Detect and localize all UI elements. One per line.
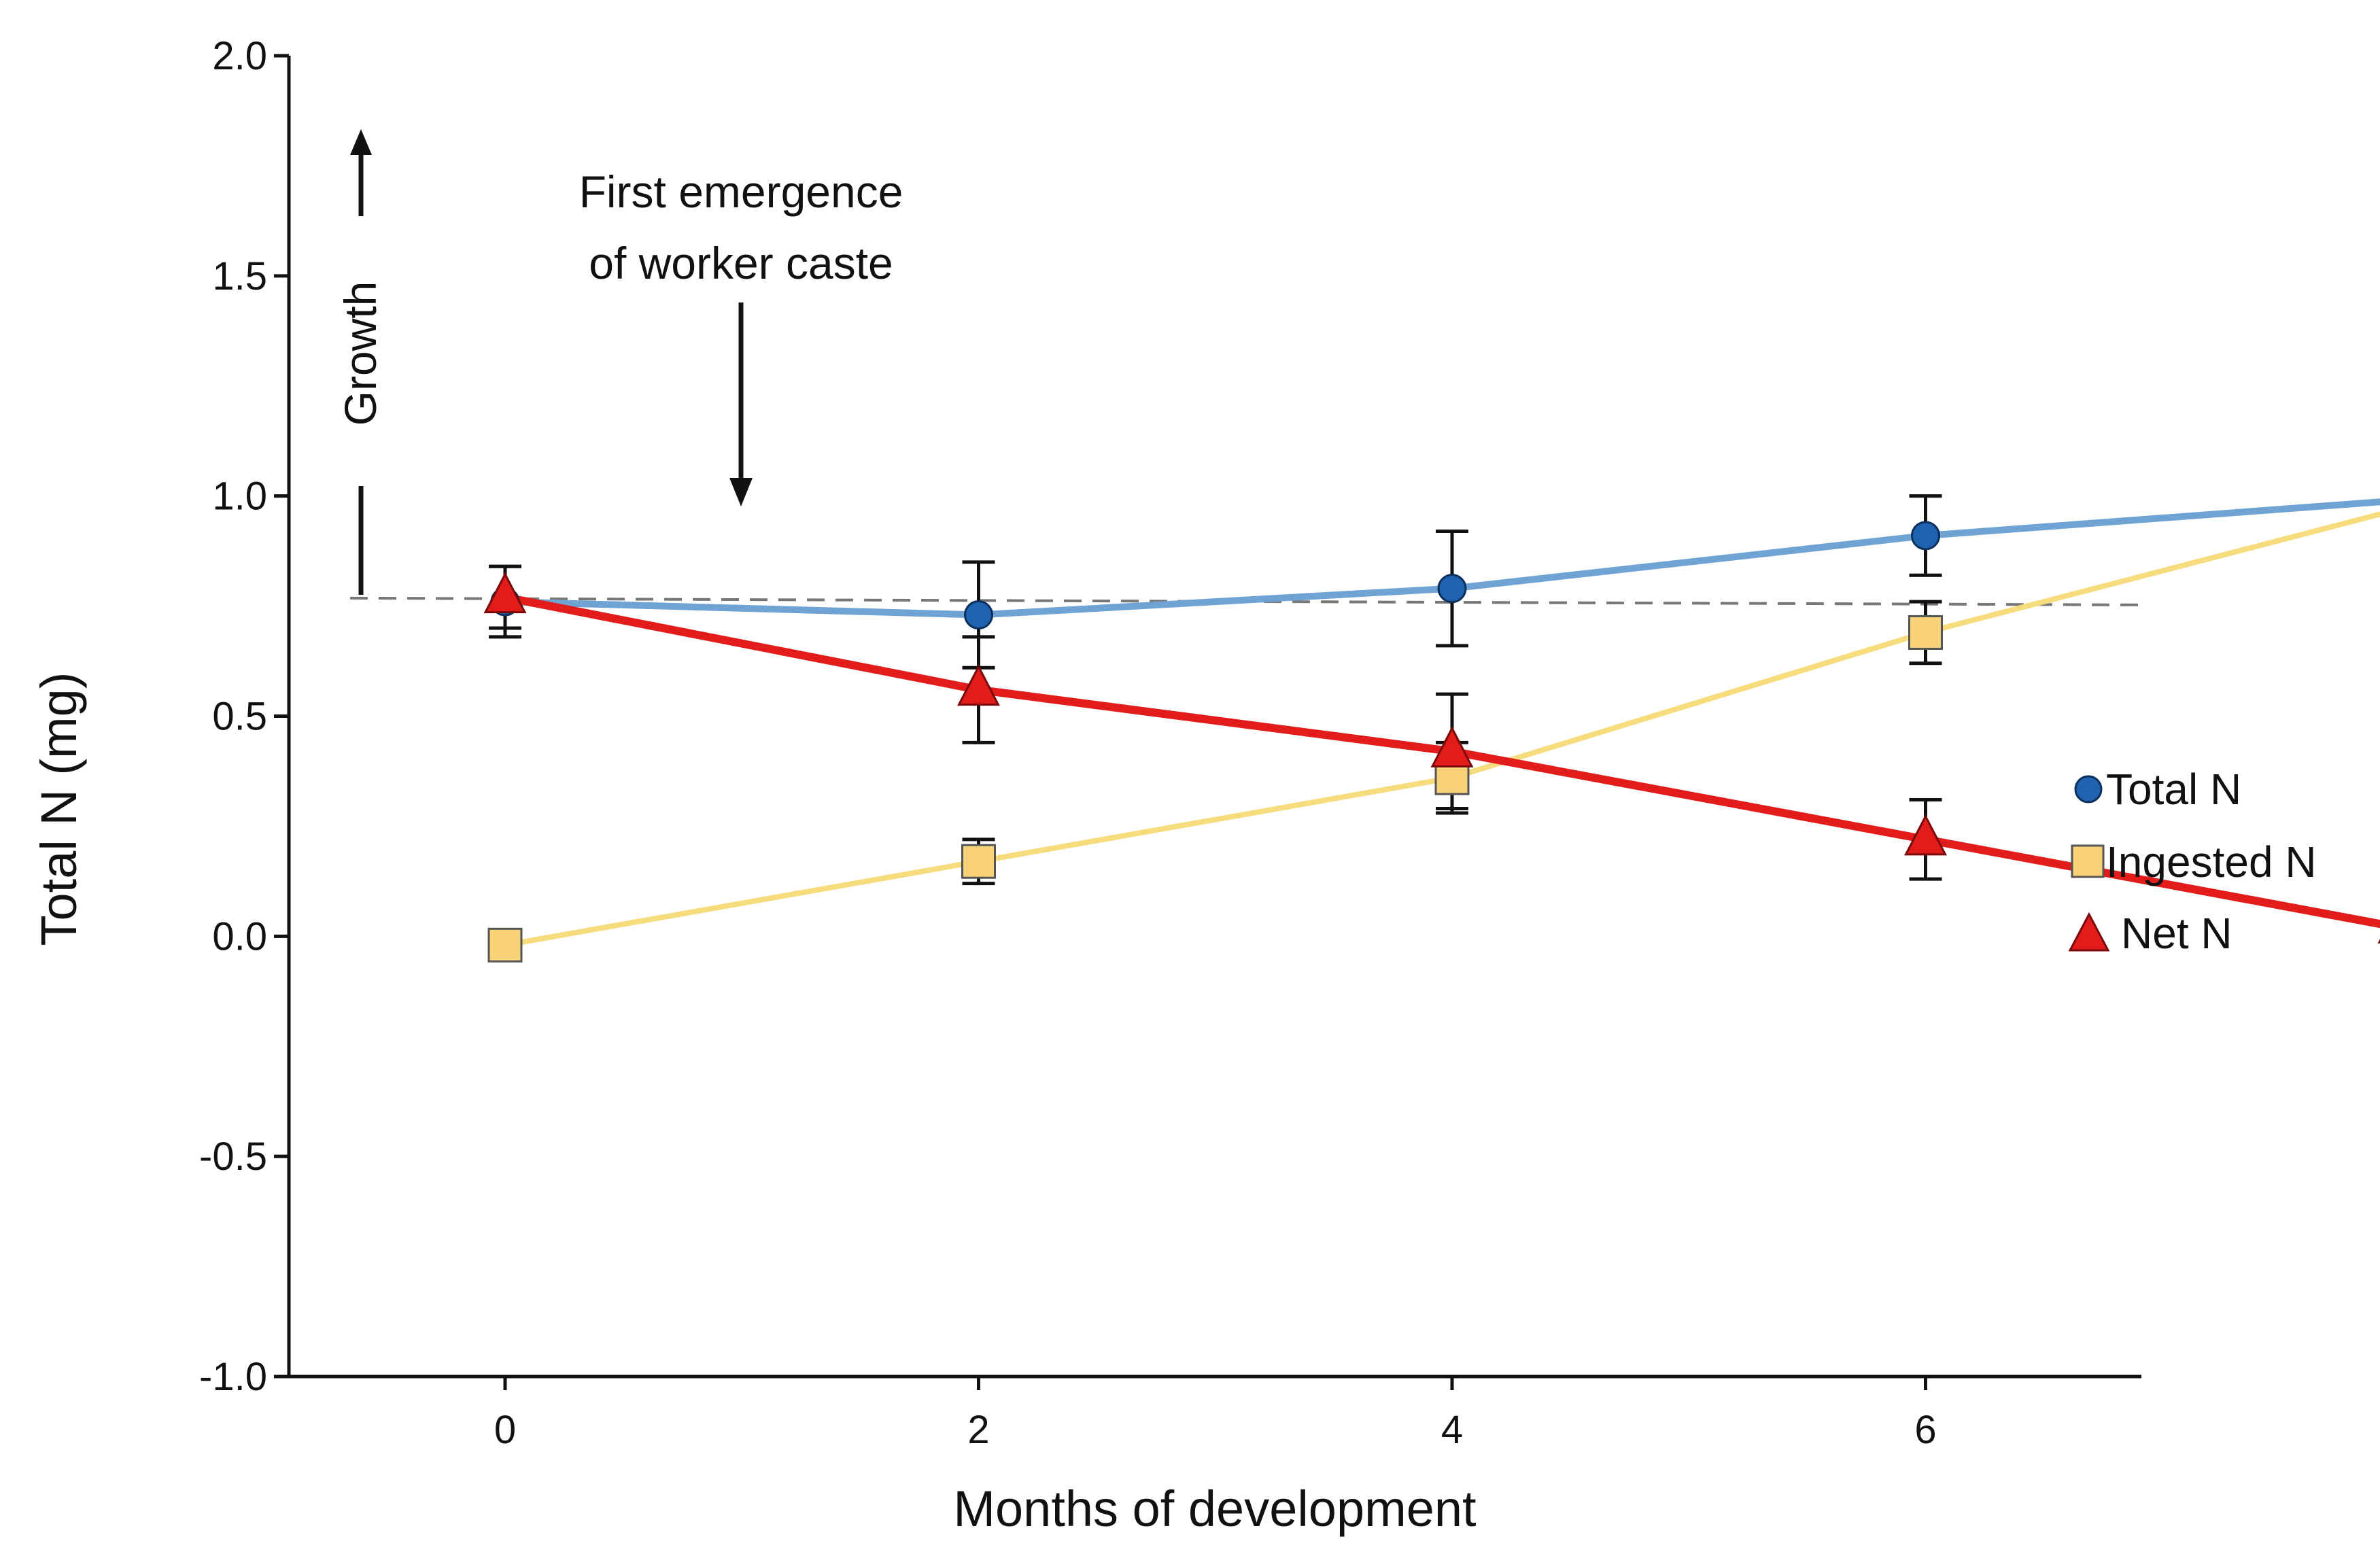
point-net-n <box>957 664 1000 706</box>
point-net-n <box>483 572 527 614</box>
x-tick-label: 6 <box>1914 1408 1936 1452</box>
point-ingested-n <box>1908 615 1943 650</box>
point-ingested-n <box>487 927 523 963</box>
y-tick-label: -1.0 <box>199 1355 267 1399</box>
growth-annotation: Growth <box>335 129 385 595</box>
y-tick-label: 2.0 <box>212 34 267 78</box>
point-ingested-n <box>961 844 996 879</box>
markers <box>483 521 2380 963</box>
growth-arrow-head <box>350 129 372 155</box>
y-ticks: 2.0 1.5 1.0 0.5 0.0 -0.5 -1.0 <box>199 34 289 1399</box>
point-total-n <box>1437 574 1467 604</box>
emergence-annotation: First emergence of worker caste <box>579 167 903 506</box>
legend-total-n-label: Total N <box>2106 765 2241 814</box>
x-axis-title: Months of development <box>953 1481 1477 1537</box>
legend-net-n-label: Net N <box>2121 909 2232 958</box>
legend: Total N Ingested N Net N <box>2068 765 2317 958</box>
y-tick-label: 1.5 <box>212 254 267 298</box>
x-tick-label: 0 <box>494 1408 516 1452</box>
growth-label: Growth <box>335 281 385 426</box>
x-ticks: 024681012 <box>494 1377 1937 1452</box>
y-tick-label: 0.0 <box>212 914 267 958</box>
x-tick-label: 4 <box>1441 1408 1463 1452</box>
point-total-n <box>964 600 993 630</box>
y-tick-label: 0.5 <box>212 695 267 739</box>
legend-total-n-marker <box>2074 775 2103 803</box>
point-total-n <box>1911 521 1940 551</box>
emergence-label-line1: First emergence <box>579 167 903 217</box>
legend-ingested-n-label: Ingested N <box>2106 837 2317 886</box>
y-tick-label: 1.0 <box>212 474 267 519</box>
x-tick-label: 2 <box>967 1408 989 1452</box>
y-axis-title: Total N (mg) <box>31 672 87 946</box>
emergence-arrow-head <box>729 478 753 506</box>
legend-net-n-marker <box>2068 912 2110 952</box>
emergence-label-line2: of worker caste <box>589 238 893 288</box>
point-net-n <box>1904 814 1947 856</box>
point-net-n <box>1430 726 1474 767</box>
y-tick-label: -0.5 <box>199 1135 267 1179</box>
legend-ingested-n-marker <box>2071 844 2105 878</box>
